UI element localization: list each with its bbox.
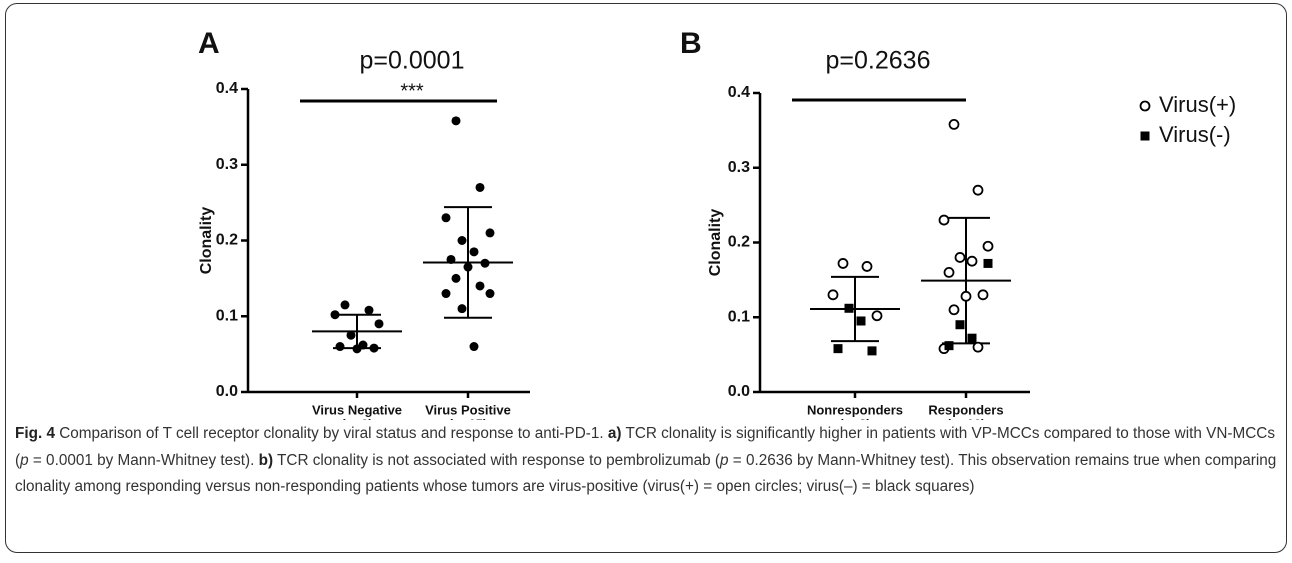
legend-marker [1139,100,1151,112]
significance-stars: *** [400,80,424,102]
x-tick-label: Virus Negative [312,402,402,417]
data-point [346,330,356,340]
data-point [837,258,849,269]
y-axis-label: Clonality [707,209,724,277]
caption-segment: Fig. 4 [15,425,55,442]
panel-letter: A [198,27,220,60]
caption: Fig. 4 Comparison of T cell receptor clo… [15,421,1277,501]
data-point [944,341,954,351]
y-tick-label: 0.1 [728,308,750,325]
caption-segment: TCR clonality is significantly higher in… [15,425,1275,469]
y-tick-label: 0.1 [216,307,238,324]
caption-segment: a) [607,425,622,442]
data-point [827,289,839,301]
data-point [330,310,340,320]
y-tick-label: 0.4 [728,84,750,101]
data-point [451,116,461,126]
data-point [972,184,984,196]
data-point [871,310,883,322]
data-point [867,346,877,356]
data-point [983,258,993,268]
caption-segment: Comparison of T cell receptor clonality … [54,425,608,442]
caption-segment: p [20,451,29,469]
data-point [457,304,467,314]
data-point [369,343,379,353]
y-tick-label: 0.3 [728,159,750,176]
data-point [441,213,451,223]
y-tick-label: 0.3 [216,156,238,173]
data-point [954,252,966,263]
caption-segment: p [720,451,729,469]
data-point [948,304,960,316]
y-tick-label: 0.0 [216,383,238,400]
x-tick-label: Nonresponders [807,402,903,417]
caption-segment: b) [258,451,274,469]
legend-label: Virus(+) [1159,92,1236,117]
data-point [469,247,479,257]
data-point [972,341,984,353]
figure-frame [5,3,1287,553]
x-tick-count: (n=9) [341,416,372,420]
data-point [982,240,994,252]
data-point [960,290,972,302]
data-point [469,342,479,352]
significance-label: p=0.2636 [826,47,931,75]
x-tick-count: (n=8) [839,416,870,420]
data-point [966,255,978,267]
data-point [352,344,362,354]
caption-segment: = 0.0001 by Mann-Whitney test). [28,451,259,469]
x-tick-count: (n=15) [449,416,488,420]
caption-segment: = 0.2636 by Mann-Whitney test). This obs… [15,451,1277,496]
data-point [480,258,490,268]
data-point [457,236,467,245]
data-point [451,273,461,283]
x-tick-label: Virus Positive [425,402,511,417]
significance-label: p=0.0001 [360,47,465,75]
x-tick-count: (n=16) [947,416,986,420]
x-tick-label: Responders [928,402,1003,417]
data-point [955,320,965,330]
data-point [475,281,485,291]
data-point [374,319,384,329]
legend-label: Virus(-) [1159,122,1231,147]
data-point [340,300,350,310]
data-point [446,254,456,264]
data-point [364,305,374,315]
data-point [485,289,495,299]
y-axis-label: Clonality [198,207,215,275]
y-tick-label: 0.2 [728,234,750,251]
data-point [861,261,873,272]
legend-marker [1140,131,1150,141]
data-point [475,182,485,192]
panel-letter: B [680,27,702,60]
data-point [943,266,955,278]
y-tick-label: 0.2 [216,232,238,249]
data-point [967,333,977,343]
data-point [938,214,950,226]
data-point [833,344,843,354]
data-point [948,118,960,130]
data-point [463,262,473,272]
data-point [335,342,345,352]
caption-segment: TCR clonality is not associated with res… [273,451,721,469]
data-point [977,289,989,301]
y-tick-label: 0.0 [728,383,750,400]
data-point [485,228,495,238]
data-point [441,289,451,299]
figure: Ap=0.0001 *** Clonality 0.0 0.1 0.2 0.3 0.4 Viru… [198,27,1236,420]
data-point [844,303,854,313]
y-tick-label: 0.4 [216,80,238,97]
data-point [856,316,866,326]
